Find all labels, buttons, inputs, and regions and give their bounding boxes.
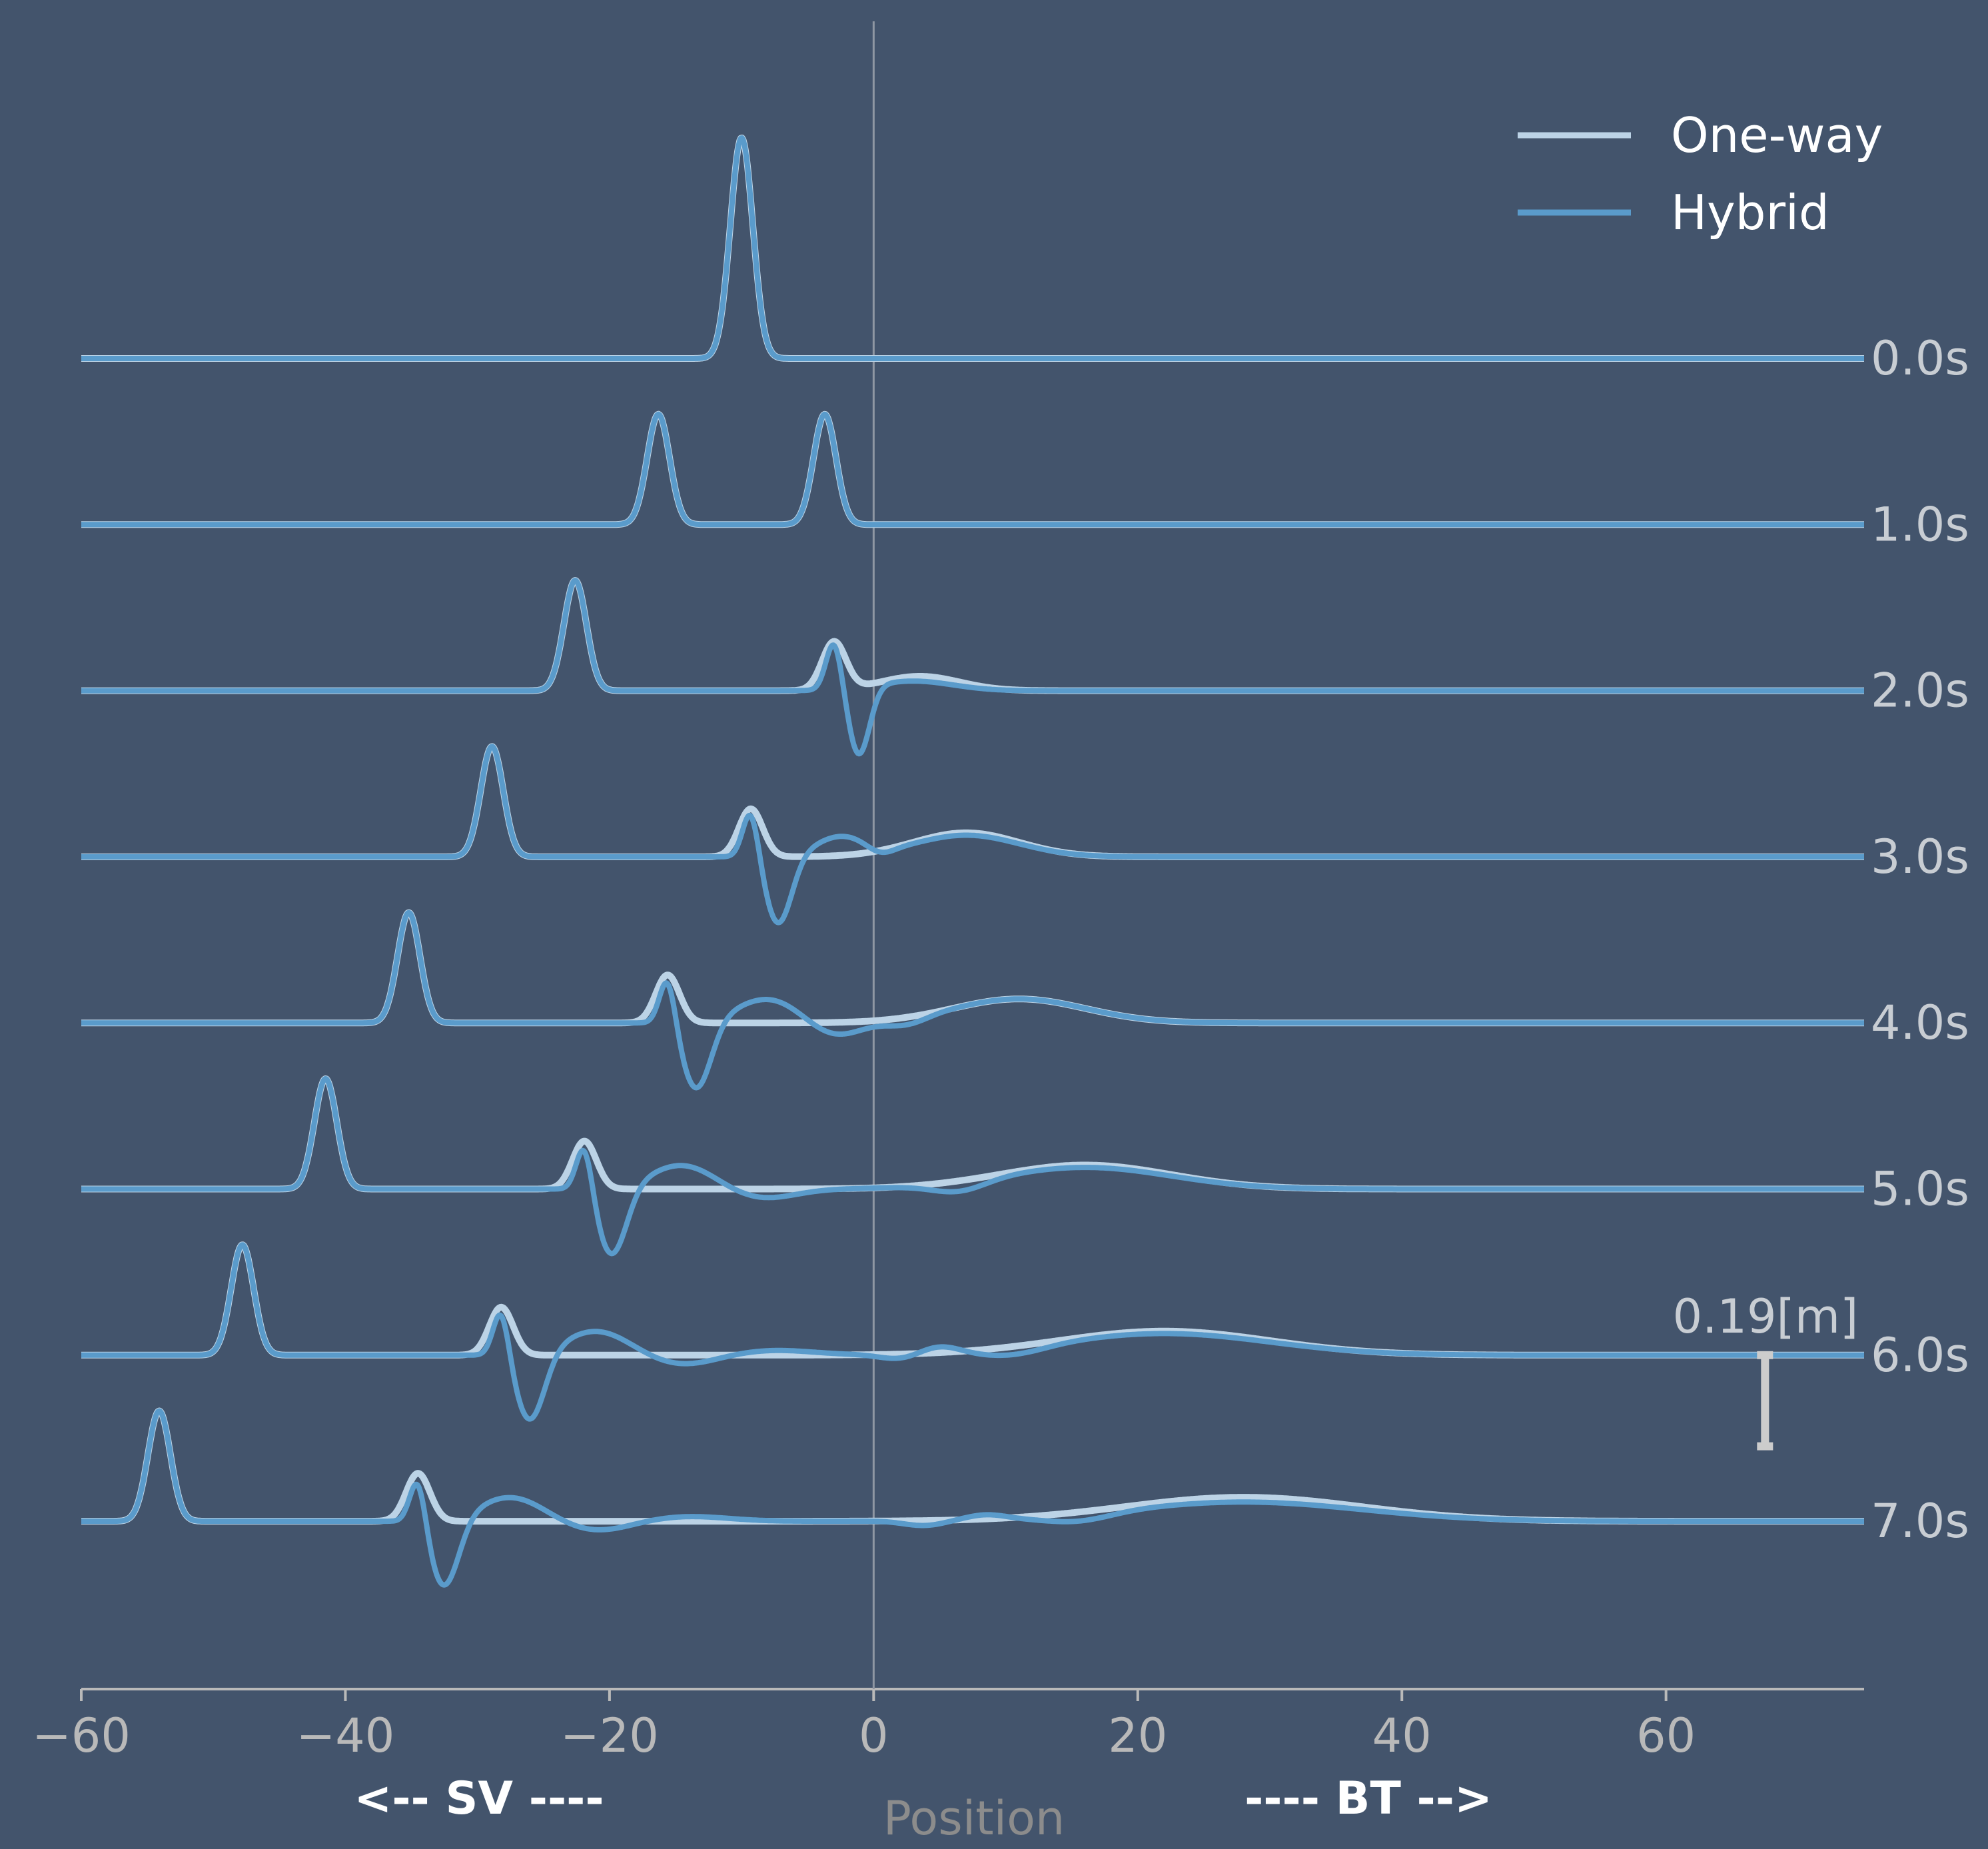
x-tick-label: 60	[1636, 1708, 1696, 1763]
direction-label-bt: ---- BT -->	[1244, 1772, 1492, 1825]
x-axis: −60 −40 −20 0 20 40 60	[32, 21, 1864, 1763]
legend-label-one-way: One-way	[1671, 107, 1883, 163]
series-line-hybrid-2.0s	[79, 578, 1866, 757]
series-line-one-way-0.0s	[79, 135, 1867, 362]
time-offset-label: 4.0s	[1871, 995, 1969, 1050]
scale-bar-cap-bottom	[1757, 1442, 1773, 1451]
time-offset-labels: 0.0s 1.0s 2.0s 3.0s 4.0s 5.0s 6.0s 7.0s	[1871, 331, 1969, 1548]
plot-area	[79, 135, 1867, 1588]
direction-label-sv: <-- SV ----	[354, 1772, 604, 1825]
x-tick-label: −40	[296, 1708, 395, 1763]
series-line-one-way-7.0s	[79, 1407, 1867, 1525]
series-line-one-way-3.0s	[79, 743, 1867, 860]
time-offset-label: 3.0s	[1871, 830, 1969, 884]
x-tick-label: 0	[859, 1708, 889, 1763]
legend-label-hybrid: Hybrid	[1671, 185, 1829, 241]
time-offset-label: 0.0s	[1871, 331, 1969, 386]
x-tick-label: −20	[560, 1708, 659, 1763]
series-line-one-way-2.0s	[79, 577, 1867, 694]
time-offset-label: 6.0s	[1871, 1328, 1969, 1383]
x-axis-label: Position	[883, 1791, 1065, 1846]
series-line-hybrid-1.0s	[79, 411, 1866, 528]
series-line-hybrid-3.0s	[79, 744, 1866, 925]
x-tick-label: 40	[1372, 1708, 1432, 1763]
series-line-hybrid-4.0s	[79, 910, 1866, 1091]
time-offset-label: 2.0s	[1871, 664, 1969, 718]
series-line-hybrid-5.0s	[79, 1076, 1866, 1257]
time-offset-label: 5.0s	[1871, 1162, 1969, 1217]
scale-bar: 0.19[m]	[1673, 1289, 1859, 1451]
scale-bar-cap-top	[1757, 1351, 1773, 1359]
time-offset-label: 7.0s	[1871, 1494, 1969, 1548]
series-line-hybrid-0.0s	[79, 135, 1866, 361]
series-line-one-way-6.0s	[79, 1241, 1867, 1359]
x-tick-label: −60	[32, 1708, 131, 1763]
scale-bar-label: 0.19[m]	[1673, 1289, 1859, 1344]
series-line-hybrid-6.0s	[79, 1242, 1866, 1422]
series-line-one-way-1.0s	[79, 410, 1867, 528]
time-offset-label: 1.0s	[1871, 497, 1969, 552]
legend: One-way Hybrid	[1518, 107, 1883, 241]
series-line-hybrid-7.0s	[79, 1408, 1866, 1588]
x-tick-label: 20	[1108, 1708, 1167, 1763]
